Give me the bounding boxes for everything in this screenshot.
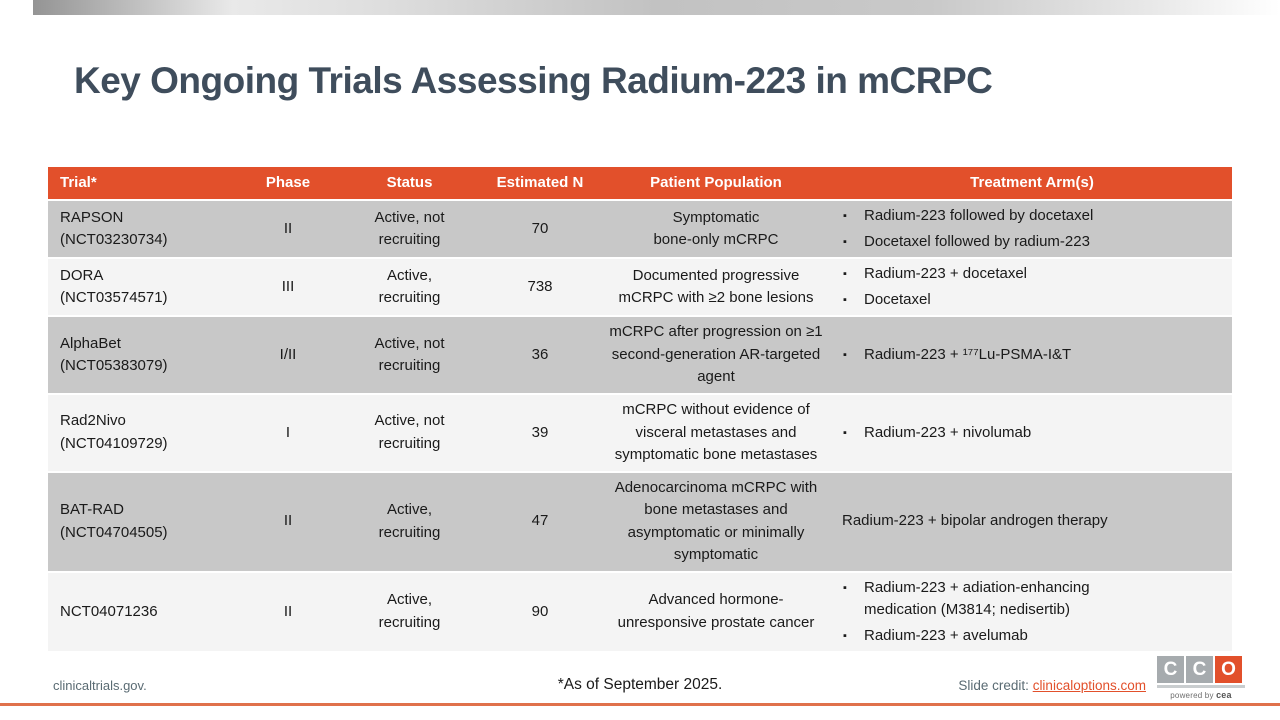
cell-phase: I/II: [237, 316, 339, 394]
cell-phase: I: [237, 394, 339, 472]
bullet-icon: ▪: [843, 629, 847, 642]
cell-treatment-arms: ▪ Radium-223 + adiation-enhancing medica…: [832, 571, 1232, 652]
cco-logo-tagline: powered by cea: [1170, 690, 1232, 700]
footnote: *As of September 2025.: [557, 676, 723, 693]
header-phase: Phase: [237, 167, 339, 200]
bullet-icon: ▪: [843, 426, 847, 439]
header-treatment-arms: Treatment Arm(s): [832, 167, 1232, 200]
cell-estimated-n: 738: [480, 258, 600, 316]
cell-status: Active, not recruiting: [339, 200, 480, 258]
treatment-arm-item: ▪ Radium-223 + avelumab: [832, 625, 1224, 648]
table-row: NCT04071236 II Active, recruiting 90 Adv…: [48, 571, 1232, 652]
bullet-icon: ▪: [843, 581, 847, 594]
cco-logo: C C O powered by cea: [1157, 656, 1245, 700]
cell-status: Active, not recruiting: [339, 316, 480, 394]
cell-status: Active, recruiting: [339, 258, 480, 316]
cell-trial: DORA (NCT03574571): [48, 258, 237, 316]
cell-trial: BAT-RAD (NCT04704505): [48, 471, 237, 572]
top-gradient-bar: [33, 0, 1280, 15]
treatment-arm-item: ▪ Docetaxel followed by radium-223: [832, 231, 1224, 254]
bullet-icon: ▪: [843, 235, 847, 248]
cco-logo-letter: C: [1186, 656, 1213, 683]
header-estimated-n: Estimated N: [480, 167, 600, 200]
cell-treatment-arms: ▪ Radium-223 + nivolumab: [832, 394, 1232, 472]
table-row: DORA (NCT03574571) III Active, recruitin…: [48, 258, 1232, 316]
cell-estimated-n: 70: [480, 200, 600, 258]
clinicaloptions-link[interactable]: clinicaloptions.com: [1032, 678, 1146, 693]
cell-population: Adenocarcinoma mCRPC with bone metastase…: [600, 471, 832, 572]
header-trial: Trial*: [48, 167, 237, 200]
header-patient-population: Patient Population: [600, 167, 832, 200]
cell-status: Active, not recruiting: [339, 394, 480, 472]
slide-title: Key Ongoing Trials Assessing Radium-223 …: [74, 60, 993, 101]
cell-population: Advanced hormone- unresponsive prostate …: [600, 571, 832, 652]
cell-status: Active, recruiting: [339, 471, 480, 572]
bullet-icon: ▪: [843, 268, 847, 280]
cell-treatment-arms: ▪ Radium-223 followed by docetaxel ▪ Doc…: [832, 200, 1232, 258]
cell-estimated-n: 36: [480, 316, 600, 394]
cell-population: Symptomatic bone-only mCRPC: [600, 200, 832, 258]
cell-estimated-n: 47: [480, 471, 600, 572]
cell-population: mCRPC without evidence of visceral metas…: [600, 394, 832, 472]
cell-estimated-n: 39: [480, 394, 600, 472]
cco-logo-rule: [1157, 685, 1245, 688]
cell-phase: II: [237, 200, 339, 258]
bullet-icon: ▪: [843, 210, 847, 222]
cco-logo-letter: C: [1157, 656, 1184, 683]
treatment-arm-item: ▪ Radium-223 followed by docetaxel: [832, 205, 1224, 228]
header-status: Status: [339, 167, 480, 200]
bullet-icon: ▪: [843, 348, 847, 361]
cell-phase: III: [237, 258, 339, 316]
cell-trial: NCT04071236: [48, 571, 237, 652]
bottom-accent-rule: [0, 703, 1280, 706]
table-row: Rad2Nivo (NCT04109729) I Active, not rec…: [48, 394, 1232, 472]
cell-population: Documented progressive mCRPC with ≥2 bon…: [600, 258, 832, 316]
treatment-arm-item: ▪ Radium-223 + adiation-enhancing medica…: [843, 578, 1090, 619]
cell-treatment-arms: Radium-223 + bipolar androgen therapy: [832, 471, 1232, 572]
treatment-arm-item: ▪ Radium-223 + nivolumab: [832, 422, 1224, 445]
table-row: BAT-RAD (NCT04704505) II Active, recruit…: [48, 471, 1232, 572]
cell-trial: Rad2Nivo (NCT04109729): [48, 394, 237, 472]
cell-trial: AlphaBet (NCT05383079): [48, 316, 237, 394]
table-row: AlphaBet (NCT05383079) I/II Active, not …: [48, 316, 1232, 394]
cell-treatment-arms: ▪ Radium-223 + ¹⁷⁷Lu-PSMA-I&T: [832, 316, 1232, 394]
treatment-arm-item: ▪ Radium-223 + ¹⁷⁷Lu-PSMA-I&T: [832, 344, 1224, 367]
source-citation: clinicaltrials.gov.: [53, 678, 147, 693]
slide-credit: Slide credit: clinicaloptions.com: [958, 678, 1146, 693]
treatment-arm-item: Radium-223 + bipolar androgen therapy: [842, 512, 1108, 530]
cco-logo-letter: O: [1215, 656, 1242, 683]
cell-trial: RAPSON (NCT03230734): [48, 200, 237, 258]
cell-estimated-n: 90: [480, 571, 600, 652]
cell-phase: II: [237, 471, 339, 572]
cell-phase: II: [237, 571, 339, 652]
table-row: RAPSON (NCT03230734) II Active, not recr…: [48, 200, 1232, 258]
table-header-row: Trial* Phase Status Estimated N Patient …: [48, 167, 1232, 200]
bullet-icon: ▪: [843, 293, 847, 306]
treatment-arm-item: ▪ Docetaxel: [832, 289, 1224, 312]
trials-table: Trial* Phase Status Estimated N Patient …: [48, 167, 1232, 653]
cell-population: mCRPC after progression on ≥1 second-gen…: [600, 316, 832, 394]
treatment-arm-item: ▪ Radium-223 + docetaxel: [832, 263, 1224, 286]
slide-credit-label: Slide credit:: [958, 678, 1033, 693]
cell-treatment-arms: ▪ Radium-223 + docetaxel ▪ Docetaxel: [832, 258, 1232, 316]
cell-status: Active, recruiting: [339, 571, 480, 652]
